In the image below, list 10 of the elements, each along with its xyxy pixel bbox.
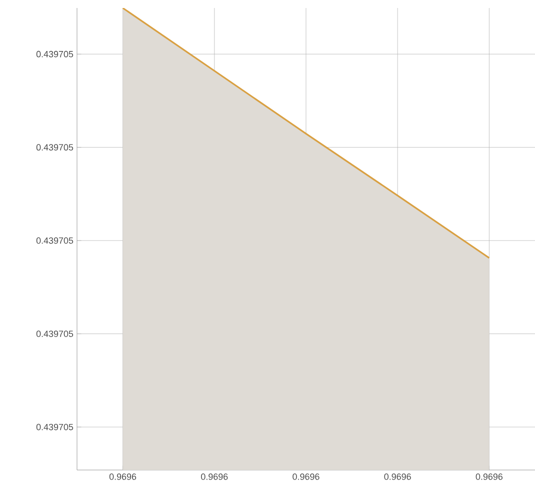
x-tick-label: 0.9696 [109, 474, 136, 480]
x-tick-label: 0.9696 [292, 474, 320, 480]
x-tick-label: 0.9696 [201, 474, 228, 480]
text: 0.439705 [36, 237, 74, 244]
x-tick-label: 0.9696 [476, 474, 503, 480]
text: 0.439705 [36, 330, 74, 337]
text: 0.439705 [36, 144, 74, 151]
text: 0.439705 [36, 424, 74, 430]
text: 0.439705 [36, 50, 74, 58]
x-tick-label: 0.9696 [384, 474, 411, 480]
